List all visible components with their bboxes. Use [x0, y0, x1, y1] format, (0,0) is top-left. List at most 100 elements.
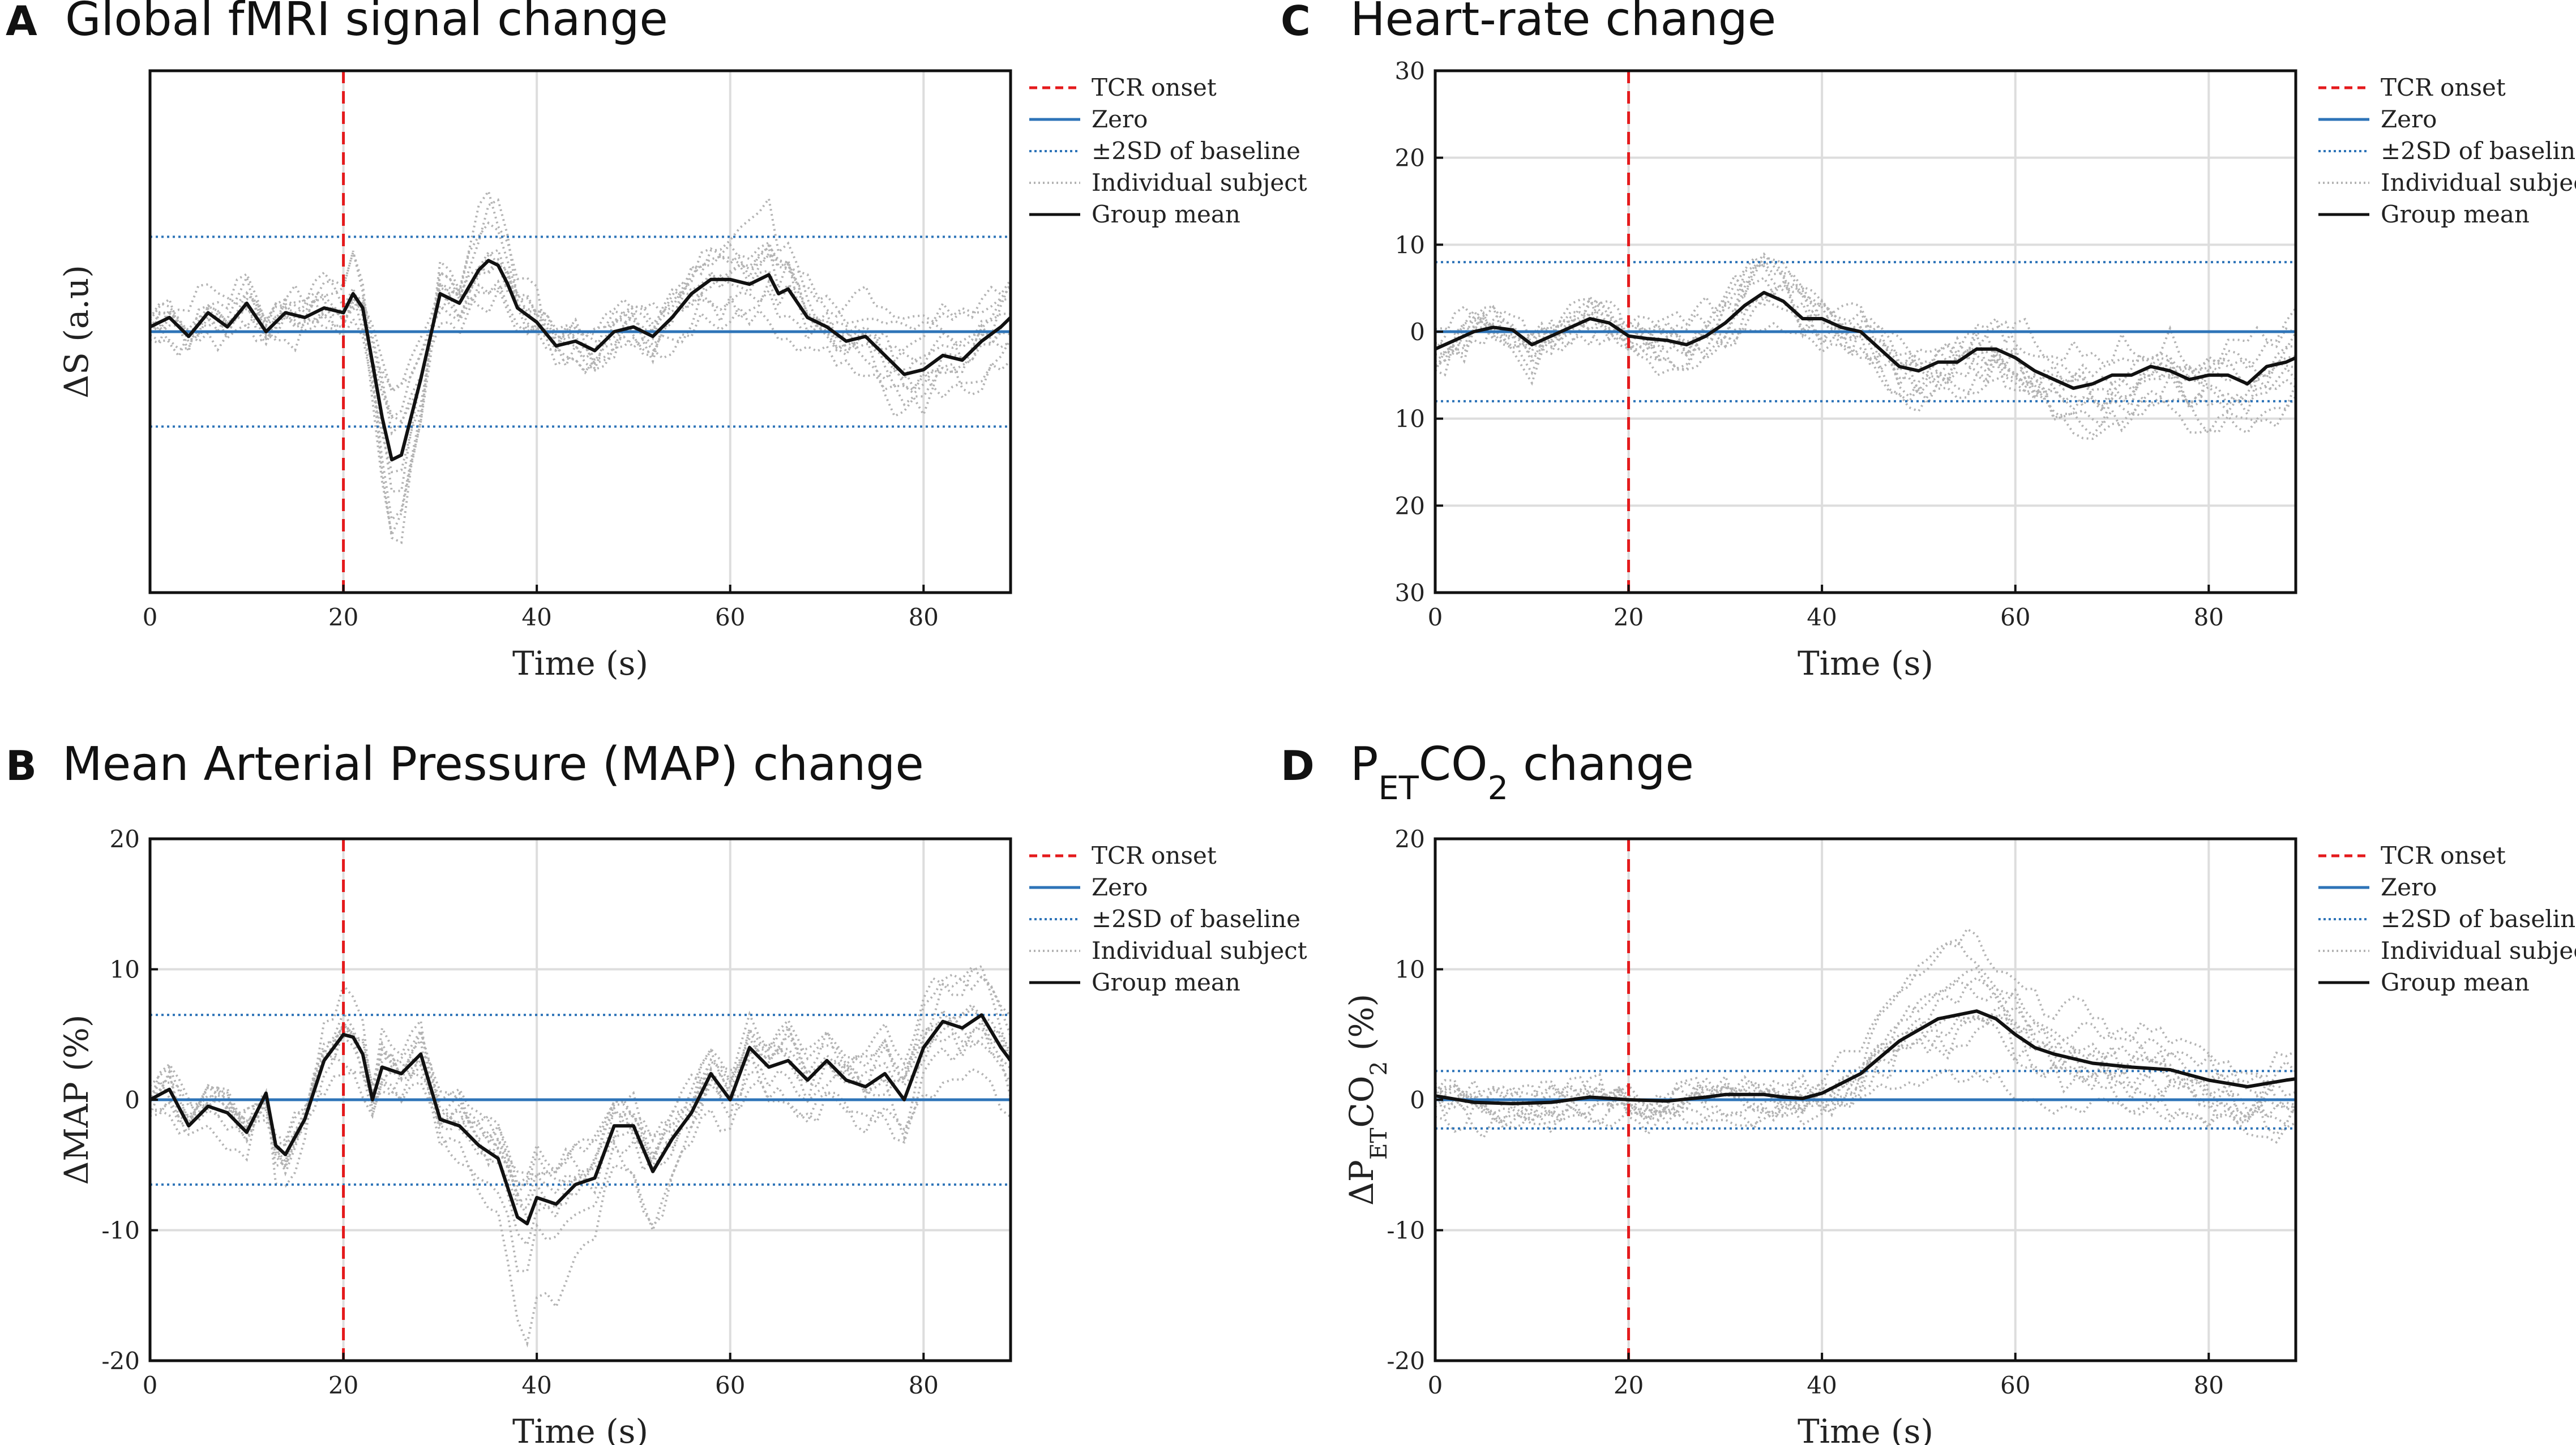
individual-subject-line [149, 1019, 1012, 1203]
y-axis-label: ΔMAP (%) [57, 1015, 96, 1185]
legend-label: ±2SD of baseline [1092, 137, 1300, 165]
y-tick-label: 0 [125, 1086, 140, 1114]
x-tick-label: 60 [2000, 1371, 2030, 1399]
x-tick-label: 20 [328, 603, 358, 631]
group-mean-line [149, 259, 1012, 462]
x-tick-label: 40 [521, 1371, 551, 1399]
y-tick-label: 20 [1395, 492, 1425, 520]
y-tick-label: 0 [1410, 1086, 1425, 1114]
individual-subject-line [1435, 976, 2297, 1116]
y-tick-label: 20 [1395, 825, 1425, 853]
y-tick-label: -10 [1387, 1217, 1425, 1245]
panel-letter: D [1281, 742, 1315, 790]
y-tick-label: 20 [110, 825, 140, 853]
legend-label: Zero [2381, 873, 2437, 901]
individual-subject-line [1434, 927, 2296, 1129]
y-tick-label: -20 [101, 1347, 140, 1375]
legend-label: Individual subject [2381, 169, 2576, 196]
x-tick-label: 80 [909, 603, 939, 631]
individual-subject-line [149, 221, 1011, 522]
legend-label: TCR onset [2381, 74, 2506, 101]
group-mean-line [1435, 1009, 2296, 1105]
legend: TCR onset Zero ±2SD of baseline Individual … [2318, 842, 2576, 996]
individual-subject-line [1435, 260, 2297, 438]
individual-subject-line [149, 973, 1012, 1247]
individual-subject-line [1435, 294, 2297, 440]
group-mean-line [149, 1013, 1012, 1225]
x-tick-label: 40 [1807, 1371, 1837, 1399]
x-tick-label: 20 [1614, 603, 1644, 631]
individual-subject-line [1434, 1013, 2297, 1136]
chart-title: PETCO2 change [1350, 737, 1694, 807]
individual-subject-line [149, 198, 1012, 544]
legend-label: Zero [1092, 873, 1148, 901]
x-tick-label: 80 [2194, 1371, 2224, 1399]
chart-panel-a: A Global fMRI signal change 0 20 40 60 80 Time … [6, 0, 1307, 683]
x-tick-label: 0 [143, 1371, 158, 1399]
panel-letter: B [6, 742, 37, 790]
y-tick-label: 10 [1395, 405, 1425, 433]
x-axis-label: Time (s) [1798, 644, 1933, 683]
individual-subject-line [1434, 982, 2296, 1140]
x-tick-label: 60 [715, 1371, 745, 1399]
x-tick-label: 40 [521, 603, 551, 631]
chart-title: Mean Arterial Pressure (MAP) change [62, 737, 924, 791]
individual-subject-line [149, 248, 1012, 493]
y-axis-label: ΔS (a.u) [57, 265, 96, 398]
y-tick-label: 30 [1395, 57, 1425, 85]
x-axis-label: Time (s) [512, 644, 648, 683]
individual-subject-line [1434, 283, 2297, 374]
legend-label: TCR onset [1092, 74, 1217, 101]
individual-subject-line [1434, 252, 2297, 435]
y-tick-label: 10 [1395, 956, 1425, 984]
legend-label: TCR onset [1092, 842, 1217, 869]
individual-subject-line [149, 1021, 1012, 1186]
individual-subject-line [149, 1007, 1012, 1210]
y-tick-label: 10 [110, 956, 140, 984]
y-axis-label-group: ΔPETCO2 (%) [1342, 994, 1392, 1206]
legend: TCR onset Zero ±2SD of baseline Individual … [1029, 842, 1307, 996]
y-tick-label: 0 [1410, 318, 1425, 346]
legend: TCR onset Zero ±2SD of baseline Individual … [1029, 74, 1307, 228]
legend-label: ±2SD of baseline [2381, 137, 2576, 165]
individual-subject-line [1435, 276, 2296, 411]
legend-label: Individual subject [1092, 169, 1307, 196]
legend-label: Zero [2381, 105, 2437, 133]
individual-subject-line [149, 1067, 1012, 1197]
panel-letter: A [6, 0, 37, 45]
legend: TCR onset Zero ±2SD of baseline Individual … [2318, 74, 2576, 228]
x-tick-label: 0 [1428, 603, 1443, 631]
individual-subject-line [149, 1023, 1012, 1272]
individual-subject-line [1434, 1014, 2296, 1127]
individual-subject-line [149, 241, 1012, 419]
y-tick-label: 10 [1395, 231, 1425, 259]
x-tick-label: 0 [143, 603, 158, 631]
legend-label: Group mean [1092, 200, 1240, 228]
individual-subject-line [149, 188, 1012, 539]
legend-label: TCR onset [2381, 842, 2506, 869]
y-axis-label-group: ΔS (a.u) [57, 265, 96, 398]
chart-panel-c: C Heart-rate change 0 20 40 60 80 30 20 10 0 10 20 30… [1281, 0, 2576, 683]
x-tick-label: 60 [715, 603, 745, 631]
y-axis-label: ΔPETCO2 (%) [1342, 994, 1392, 1206]
x-axis-label: Time (s) [1798, 1412, 1933, 1445]
legend-label: Group mean [1092, 968, 1240, 996]
x-tick-label: 20 [328, 1371, 358, 1399]
x-tick-label: 40 [1807, 603, 1837, 631]
y-tick-label: 20 [1395, 144, 1425, 172]
legend-label: Zero [1092, 105, 1148, 133]
individual-subject-line [1435, 1067, 2296, 1144]
individual-subject-line [1435, 290, 2297, 417]
x-tick-label: 0 [1428, 1371, 1443, 1399]
legend-label: Individual subject [1092, 937, 1307, 964]
legend-label: ±2SD of baseline [2381, 905, 2576, 933]
individual-subject-line [149, 283, 1012, 474]
chart-title: Heart-rate change [1350, 0, 1776, 46]
chart-title: Global fMRI signal change [65, 0, 668, 46]
individual-subject-line [149, 278, 1012, 391]
chart-panel-b: B Mean Arterial Pressure (MAP) change 0 20 4… [6, 737, 1307, 1445]
individual-subject-line [1435, 1006, 2296, 1133]
legend-label: Group mean [2381, 968, 2530, 996]
legend-label: ±2SD of baseline [1092, 905, 1300, 933]
